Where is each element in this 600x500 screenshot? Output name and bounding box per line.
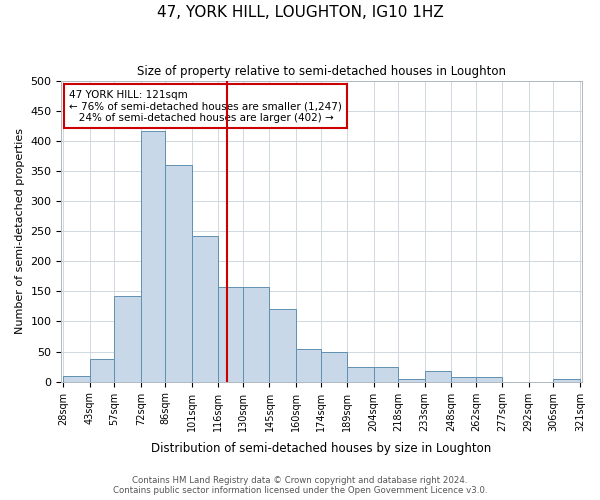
- Bar: [115, 296, 141, 382]
- Bar: [320, 352, 347, 382]
- Bar: [218, 286, 243, 382]
- Bar: [243, 286, 269, 382]
- X-axis label: Distribution of semi-detached houses by size in Loughton: Distribution of semi-detached houses by …: [151, 442, 491, 455]
- Bar: [141, 131, 166, 382]
- Bar: [269, 310, 296, 382]
- Bar: [425, 371, 451, 382]
- Bar: [166, 165, 192, 382]
- Text: 47, YORK HILL, LOUGHTON, IG10 1HZ: 47, YORK HILL, LOUGHTON, IG10 1HZ: [157, 5, 443, 20]
- Bar: [553, 378, 580, 382]
- Title: Size of property relative to semi-detached houses in Loughton: Size of property relative to semi-detach…: [137, 65, 506, 78]
- Bar: [476, 378, 502, 382]
- Bar: [296, 348, 320, 382]
- Bar: [192, 236, 218, 382]
- Bar: [63, 376, 89, 382]
- Bar: [398, 378, 425, 382]
- Y-axis label: Number of semi-detached properties: Number of semi-detached properties: [15, 128, 25, 334]
- Bar: [451, 378, 476, 382]
- Bar: [89, 360, 115, 382]
- Bar: [347, 366, 374, 382]
- Text: 47 YORK HILL: 121sqm
← 76% of semi-detached houses are smaller (1,247)
   24% of: 47 YORK HILL: 121sqm ← 76% of semi-detac…: [69, 90, 342, 123]
- Bar: [374, 366, 398, 382]
- Text: Contains HM Land Registry data © Crown copyright and database right 2024.
Contai: Contains HM Land Registry data © Crown c…: [113, 476, 487, 495]
